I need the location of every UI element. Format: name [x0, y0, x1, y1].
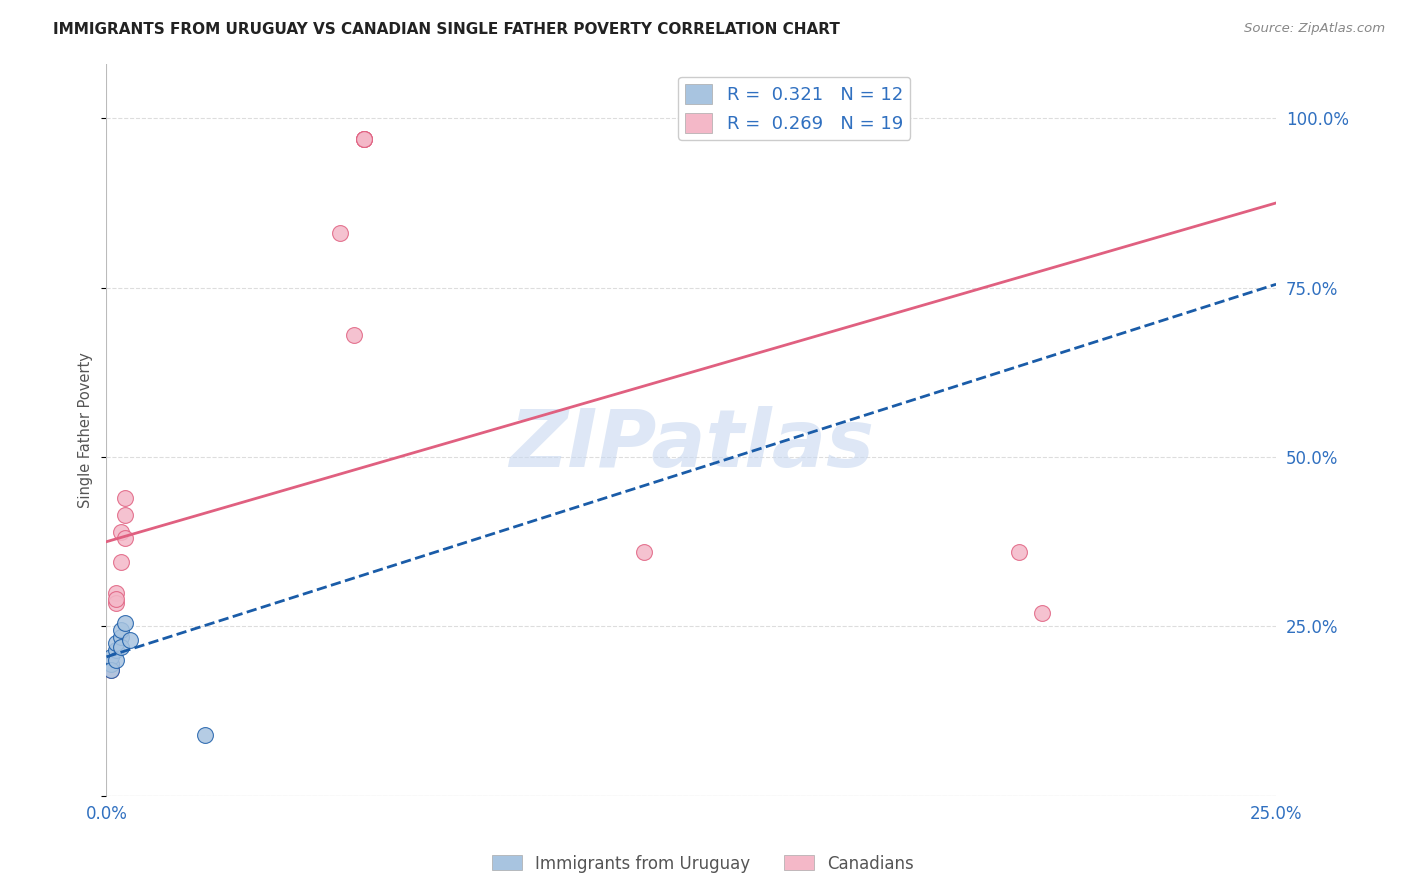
Point: [110, 623, 132, 637]
Point: [110, 555, 132, 569]
Point: [353, 131, 375, 145]
Legend: R =  0.321   N = 12, R =  0.269   N = 19: R = 0.321 N = 12, R = 0.269 N = 19: [678, 77, 910, 140]
Text: ZIPatlas: ZIPatlas: [509, 406, 873, 483]
Y-axis label: Single Father Poverty: Single Father Poverty: [79, 352, 93, 508]
Point: [110, 640, 132, 654]
Point: [114, 531, 136, 545]
Point: [1031, 606, 1053, 620]
Point: [104, 585, 127, 599]
Point: [104, 636, 127, 650]
Legend: Immigrants from Uruguay, Canadians: Immigrants from Uruguay, Canadians: [485, 848, 921, 880]
Point: [114, 491, 136, 505]
Point: [353, 131, 375, 145]
Point: [100, 657, 122, 671]
Point: [104, 643, 127, 657]
Point: [118, 632, 141, 647]
Point: [110, 630, 132, 644]
Point: [100, 664, 122, 678]
Point: [343, 328, 366, 343]
Point: [104, 596, 127, 610]
Point: [100, 657, 122, 671]
Point: [633, 545, 655, 559]
Point: [114, 615, 136, 630]
Point: [100, 664, 122, 678]
Point: [114, 508, 136, 522]
Point: [353, 131, 375, 145]
Text: IMMIGRANTS FROM URUGUAY VS CANADIAN SINGLE FATHER POVERTY CORRELATION CHART: IMMIGRANTS FROM URUGUAY VS CANADIAN SING…: [53, 22, 841, 37]
Point: [353, 131, 375, 145]
Point: [110, 524, 132, 539]
Point: [104, 653, 127, 667]
Text: Source: ZipAtlas.com: Source: ZipAtlas.com: [1244, 22, 1385, 36]
Point: [1008, 545, 1031, 559]
Point: [100, 649, 122, 664]
Point: [104, 592, 127, 607]
Point: [194, 728, 217, 742]
Point: [329, 227, 352, 241]
